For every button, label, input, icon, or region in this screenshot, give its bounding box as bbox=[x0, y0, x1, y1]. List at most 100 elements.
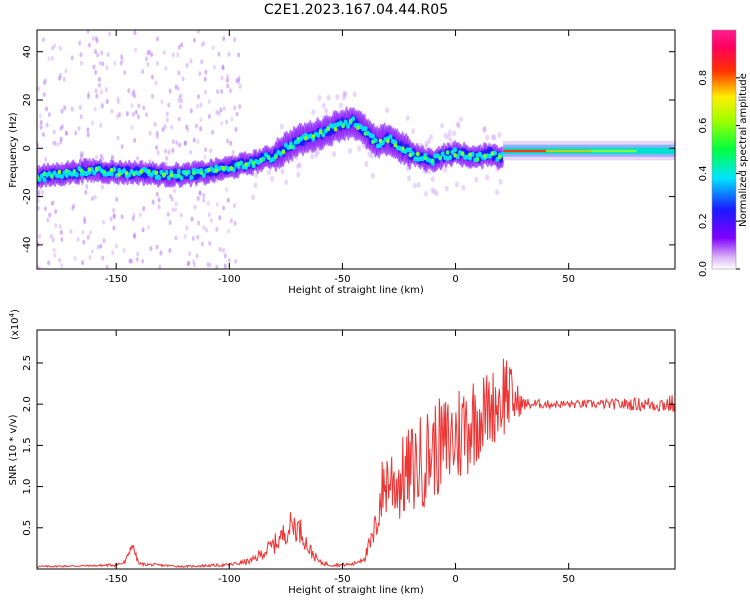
spectrogram-speckle bbox=[60, 108, 64, 114]
spectrogram-speckle bbox=[148, 130, 152, 136]
spectrogram-speckle bbox=[211, 129, 215, 135]
spectrogram-speckle bbox=[185, 124, 189, 130]
spectrogram-speckle bbox=[153, 122, 157, 128]
spectrogram-speckle bbox=[93, 194, 97, 200]
x-tick-label: 50 bbox=[562, 274, 575, 285]
spectrogram-speckle bbox=[177, 116, 181, 122]
spectrogram-speckle bbox=[416, 181, 421, 188]
spectrogram-peak bbox=[356, 125, 360, 130]
spectrogram-speckle bbox=[105, 99, 109, 105]
spectrogram-speckle bbox=[443, 132, 448, 139]
spectrogram-speckle bbox=[216, 89, 220, 95]
spectrogram-speckle bbox=[237, 76, 241, 82]
spectrogram-speckle bbox=[96, 52, 100, 58]
spectrogram-speckle bbox=[223, 253, 227, 259]
spectrogram-speckle bbox=[461, 184, 466, 191]
spectrogram-speckle bbox=[100, 50, 104, 56]
colorbar: 0.0 0.2 0.4 0.6 0.8 Normalized spectral ampl… bbox=[698, 29, 749, 277]
spectrogram-speckle bbox=[339, 102, 344, 109]
spectrogram-speckle bbox=[94, 154, 98, 160]
spectrogram-speckle bbox=[89, 230, 93, 236]
spectrogram-speckle bbox=[157, 204, 161, 210]
spectrogram-speckle bbox=[196, 103, 200, 109]
spectrogram-speckle bbox=[485, 174, 490, 181]
spectrogram-speckle bbox=[85, 184, 89, 190]
spectrogram-peak bbox=[177, 173, 181, 178]
spectrogram-speckle bbox=[53, 43, 57, 49]
spectrogram-speckle bbox=[196, 195, 200, 201]
spectrogram-speckle bbox=[37, 86, 40, 92]
spectrogram-speckle bbox=[180, 98, 184, 104]
spectrogram-speckle bbox=[341, 94, 346, 101]
spectrogram-speckle bbox=[72, 203, 76, 209]
spectrogram-speckle bbox=[311, 109, 316, 116]
spectrogram-speckle bbox=[49, 233, 53, 239]
spectrogram-speckle bbox=[296, 163, 301, 170]
spectrogram-speckle bbox=[87, 91, 91, 97]
spectrogram-speckle bbox=[207, 114, 211, 120]
spectrogram-speckle bbox=[165, 117, 169, 123]
spectrogram-speckle bbox=[59, 139, 63, 145]
spectrogram-speckle bbox=[109, 216, 113, 222]
spectrogram-speckle bbox=[105, 65, 109, 71]
spectrogram-speckle bbox=[192, 37, 196, 43]
spectrogram-speckle bbox=[167, 102, 171, 108]
spectrogram-speckle bbox=[267, 169, 272, 176]
spectrogram-speckle bbox=[310, 153, 315, 160]
spectrogram-speckle bbox=[58, 223, 62, 229]
spectrogram-peak bbox=[321, 132, 326, 138]
spectrogram-speckle bbox=[207, 99, 211, 105]
spectrogram-speckle bbox=[38, 234, 42, 240]
spectrogram-speckle bbox=[40, 189, 44, 195]
spectrogram-speckle bbox=[99, 122, 103, 128]
spectrogram-speckle bbox=[78, 40, 82, 46]
spectrogram-y-axis-label: Frequency (Hz) bbox=[8, 112, 19, 188]
spectrogram-speckle bbox=[321, 102, 326, 109]
spectrogram-peak bbox=[94, 166, 99, 171]
spectrogram-speckle bbox=[59, 126, 63, 132]
spectrogram-speckle bbox=[50, 55, 54, 61]
spectrogram-speckle bbox=[174, 84, 178, 90]
spectrogram-speckle bbox=[191, 236, 195, 242]
spectrogram-speckle bbox=[177, 98, 181, 104]
spectrogram-speckle bbox=[198, 71, 202, 77]
spectrogram-speckle bbox=[412, 182, 417, 189]
x-tick-label: 0 bbox=[452, 274, 458, 285]
spectrogram-speckle bbox=[112, 213, 116, 219]
spectrogram-speckle bbox=[233, 105, 237, 111]
spectrogram-speckle bbox=[193, 262, 197, 268]
spectrogram-speckle bbox=[179, 212, 183, 218]
snr-frame bbox=[36, 329, 676, 570]
spectrogram-speckle bbox=[235, 78, 239, 84]
spectrogram-speckle bbox=[77, 126, 81, 132]
spectrogram-speckle bbox=[434, 190, 439, 197]
spectrogram-speckle bbox=[235, 111, 239, 117]
spectrogram-speckle bbox=[202, 192, 206, 198]
spectrogram-peak bbox=[124, 170, 129, 176]
spectrogram-peak bbox=[440, 151, 445, 157]
spectrogram-speckle bbox=[203, 154, 207, 160]
y-tick-label: 0.5 bbox=[22, 520, 33, 536]
spectrogram-speckle bbox=[335, 93, 340, 100]
spectrogram-speckle bbox=[217, 110, 221, 116]
spectrogram-peak bbox=[102, 169, 106, 175]
spectrogram-speckle bbox=[110, 108, 114, 114]
spectrogram-speckle bbox=[185, 225, 189, 231]
spectrogram-speckle bbox=[209, 218, 213, 224]
spectrogram-speckle bbox=[200, 42, 204, 48]
spectrogram-speckle bbox=[188, 251, 192, 257]
colorbar-tick-label: 0.0 bbox=[698, 261, 709, 277]
spectrogram-speckle bbox=[86, 132, 90, 138]
spectrogram-speckle bbox=[427, 168, 432, 175]
spectrogram-speckle bbox=[116, 96, 120, 102]
spectrogram-speckle bbox=[115, 113, 119, 119]
spectrogram-speckle bbox=[142, 206, 146, 212]
spectrogram-speckle bbox=[183, 234, 187, 240]
spectrogram-speckle bbox=[44, 156, 48, 162]
snr-y-ticks: 0.5 1.0 1.5 2.0 2.5 bbox=[22, 355, 675, 536]
spectrogram-speckle bbox=[37, 143, 40, 149]
spectrogram-peak bbox=[79, 168, 84, 173]
spectrogram-peak bbox=[326, 126, 330, 132]
spectrogram-speckle bbox=[53, 252, 57, 258]
spectrogram-speckle bbox=[45, 122, 49, 128]
